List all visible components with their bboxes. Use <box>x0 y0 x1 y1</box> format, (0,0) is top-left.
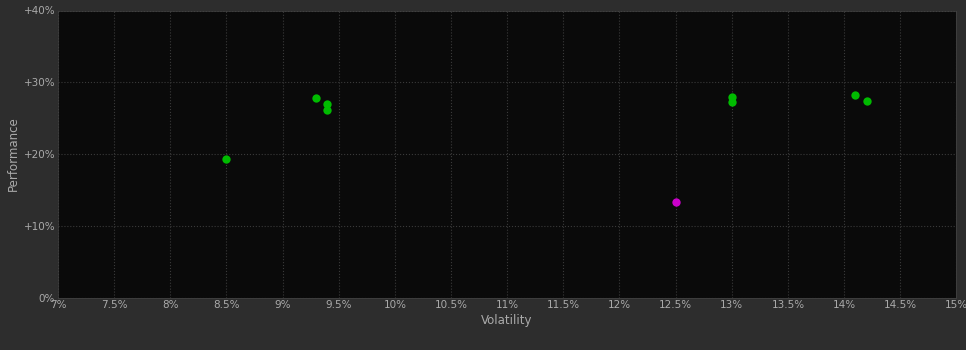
Y-axis label: Performance: Performance <box>7 117 19 191</box>
Point <box>320 107 335 112</box>
Point <box>724 94 740 99</box>
Point <box>724 99 740 105</box>
Point <box>847 92 863 98</box>
Point <box>218 156 234 162</box>
Point <box>859 98 874 104</box>
Point <box>308 95 324 101</box>
X-axis label: Volatility: Volatility <box>481 314 533 328</box>
Point <box>668 199 683 205</box>
Point <box>320 101 335 106</box>
